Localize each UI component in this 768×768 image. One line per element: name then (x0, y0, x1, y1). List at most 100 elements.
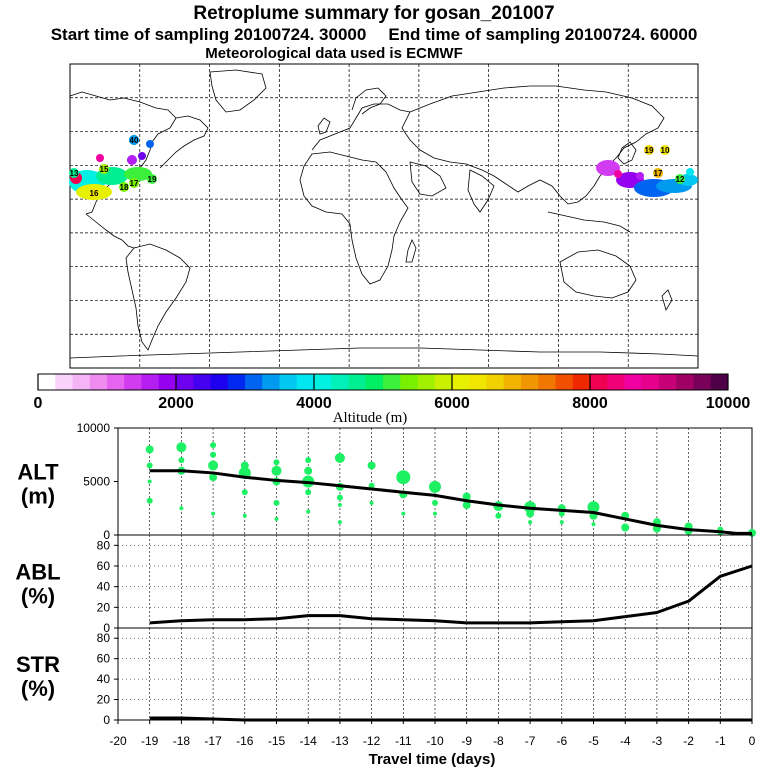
y-tick-label: 20 (97, 693, 111, 707)
plume-label-dot (99, 164, 109, 174)
plume-label: 18 (120, 183, 129, 192)
colorbar-swatch (279, 374, 298, 390)
coast-scandinavia (351, 87, 387, 115)
str-series-line (149, 716, 752, 722)
colorbar-title: Altitude (m) (333, 410, 408, 426)
plume-label: 19 (148, 175, 157, 184)
colorbar-swatch (107, 374, 125, 390)
alt-scatter-point (337, 520, 342, 525)
colorbar-tick-label: 0 (34, 395, 43, 412)
plume-label: 17 (130, 179, 139, 188)
colorbar-tick-label: 8000 (572, 395, 608, 412)
alt-scatter-point (273, 499, 280, 506)
colorbar-swatch (55, 374, 73, 390)
plume-label: 40 (130, 136, 139, 145)
plume-label-dot (675, 174, 685, 184)
coast-canada-east (159, 115, 209, 169)
y-tick-label: 80 (97, 631, 111, 645)
coast-new-zealand (661, 289, 673, 311)
plume-label: 10 (661, 146, 670, 155)
x-tick-label: -10 (426, 734, 444, 748)
map-frame (69, 63, 699, 369)
chart-title: Retroplume summary for gosan_201007 (193, 3, 555, 24)
x-tick-label: -20 (109, 734, 127, 748)
colorbar-swatch (590, 374, 608, 390)
coast-uk (317, 117, 331, 135)
x-axis-label: Travel time (days) (369, 751, 496, 768)
x-tick-label: -3 (652, 734, 663, 748)
x-tick-label: -5 (588, 734, 599, 748)
map-graticule (70, 64, 698, 368)
panel-alt: 0 5000 10000 ALT(m) (17, 421, 756, 542)
panel-abl: 0 20 40 60 80 ABL(%) (15, 534, 753, 635)
y-tick-label: 40 (97, 580, 111, 594)
plume-label-dot (129, 135, 139, 145)
plume-label-dot (653, 168, 663, 178)
plume-label-dot (69, 168, 79, 178)
panel-str: 0 20 40 60 80 STR(%) (16, 627, 753, 727)
alt-scatter-point (210, 451, 217, 458)
alt-scatter-point (369, 500, 374, 505)
alt-scatter-point (274, 516, 279, 521)
coast-antarctica (69, 347, 699, 359)
plume-dot (96, 154, 104, 162)
y-tick-label: 60 (97, 652, 111, 666)
plume-label-dot (660, 145, 670, 155)
colorbar-swatch (607, 374, 625, 390)
alt-scatter-point (305, 457, 312, 464)
world-map: 16 13 15 18 19 17 40 19 10 17 12 (69, 63, 699, 369)
colorbar-swatch (227, 374, 246, 390)
x-tick-label: -6 (556, 734, 567, 748)
panel-ylabel: ALT (17, 460, 59, 485)
colorbar-swatch (659, 374, 677, 390)
y-tick-label: 10000 (77, 421, 111, 435)
colorbar-swatch (400, 374, 418, 390)
colorbar-swatch (676, 374, 694, 390)
alt-series-line (149, 469, 752, 535)
plume-label-dot (89, 188, 99, 198)
alt-scatter-point (146, 497, 153, 504)
start-time-label: Start time of sampling 20100724. 30000 (50, 25, 367, 44)
plume-label-dot (644, 145, 654, 155)
coast-madagascar (405, 239, 417, 263)
x-tick-label: -9 (461, 734, 472, 748)
alt-scatter-point (241, 489, 248, 496)
alt-scatter-point (273, 459, 280, 466)
colorbar-swatch (417, 374, 436, 390)
x-tick-label: -4 (620, 734, 631, 748)
y-tick-label: 80 (97, 538, 111, 552)
alt-scatter-point (336, 494, 343, 501)
time-series-panels: 0500010000ALT(m)020406080ABL(%)020406080… (15, 421, 756, 748)
coast-indonesia (547, 211, 631, 233)
alt-scatter-point (401, 511, 406, 516)
colorbar-swatch (193, 374, 211, 390)
alt-scatter-point (495, 512, 502, 519)
end-time-label: End time of sampling 20100724. 60000 (388, 25, 698, 44)
x-tick-label: 0 (749, 734, 756, 748)
alt-scatter-point (211, 511, 216, 516)
plume-label-dot (147, 174, 157, 184)
coast-arabia (409, 161, 447, 197)
colorbar-swatch (262, 374, 280, 390)
alt-scatter-point (337, 503, 342, 508)
alt-scatter-point (305, 489, 312, 496)
colorbar-swatch (141, 374, 160, 390)
colorbar-swatch (72, 374, 91, 390)
alt-scatter-point (176, 442, 187, 453)
alt-scatter-point (433, 511, 437, 516)
plume-label: 19 (645, 146, 654, 155)
alt-scatter-point (146, 462, 153, 469)
panel-ylabel: STR (16, 652, 60, 677)
colorbar-swatch (486, 374, 505, 390)
alt-scatter-point (209, 473, 218, 482)
alt-scatter-point (526, 509, 535, 518)
plume-label-dot (119, 182, 129, 192)
alt-scatter-point (145, 445, 154, 454)
plume-label: 13 (70, 169, 79, 178)
alt-scatter-point (558, 510, 565, 517)
coastlines (69, 69, 699, 359)
alt-scatter-point (334, 452, 345, 463)
coast-central-america (85, 213, 135, 249)
x-tick-label: -12 (363, 734, 381, 748)
